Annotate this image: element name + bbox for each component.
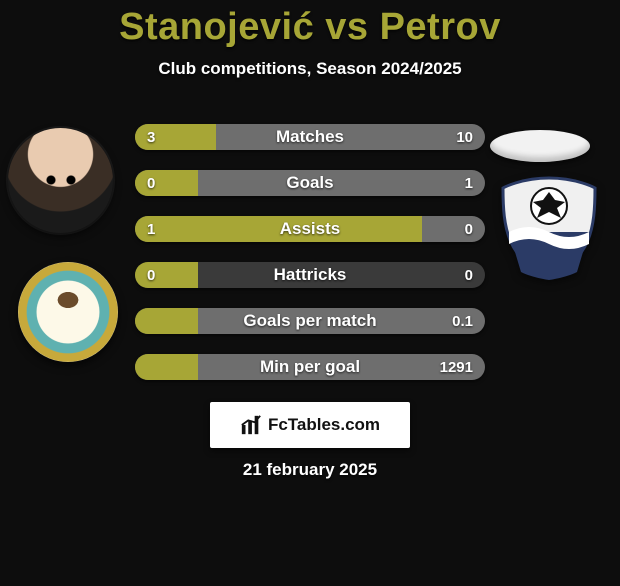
stat-value-right: 0 [465, 216, 473, 242]
stat-value-right: 0 [465, 262, 473, 288]
stat-bar: 10Assists [135, 216, 485, 242]
date-text: 21 february 2025 [0, 460, 620, 480]
stat-bar-left-fill [135, 216, 422, 242]
player-left-avatar [8, 128, 113, 233]
stat-bar: 0.1Goals per match [135, 308, 485, 334]
subtitle: Club competitions, Season 2024/2025 [0, 59, 620, 79]
stat-bar: 310Matches [135, 124, 485, 150]
stat-bar: 00Hattricks [135, 262, 485, 288]
stat-value-right: 1291 [440, 354, 473, 380]
page-title: Stanojević vs Petrov [0, 6, 620, 49]
stat-bar-left-fill [135, 308, 198, 334]
player-right-placeholder [490, 130, 590, 162]
brand-logo-icon [240, 414, 262, 436]
stat-value-right: 10 [456, 124, 473, 150]
stat-bar-left-fill [135, 354, 198, 380]
stat-bar-left-fill [135, 124, 216, 150]
brand-text: FcTables.com [268, 415, 380, 435]
stat-value-right: 1 [465, 170, 473, 196]
brand-badge: FcTables.com [210, 402, 410, 448]
stat-bar-left-fill [135, 170, 198, 196]
stat-bar: 01Goals [135, 170, 485, 196]
player-right-club-badge [498, 174, 600, 282]
stat-bar: 1291Min per goal [135, 354, 485, 380]
stat-value-right: 0.1 [452, 308, 473, 334]
player-left-club-badge [18, 262, 118, 362]
comparison-bars: 310Matches 01Goals 10Assists 00Hattricks 0.1… [135, 124, 485, 380]
stat-bar-left-fill [135, 262, 198, 288]
